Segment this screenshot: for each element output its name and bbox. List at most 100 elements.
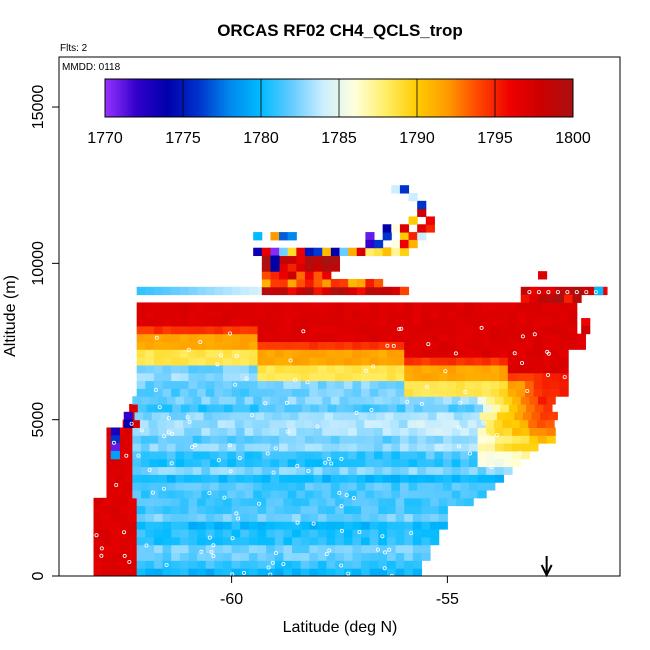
colorbar-segment — [184, 79, 188, 117]
heatmap-cell — [146, 404, 156, 413]
colorbar-tick-label: 1800 — [555, 130, 591, 147]
heatmap-cell — [119, 521, 129, 530]
heatmap-cell — [270, 482, 280, 491]
heatmap-cell — [119, 505, 129, 514]
heatmap-cell — [292, 513, 302, 522]
sample-point — [124, 453, 129, 458]
heatmap-cell — [335, 302, 345, 311]
heatmap-cell — [491, 404, 501, 413]
colorbar-segment — [379, 79, 383, 117]
heatmap-cell — [261, 396, 271, 405]
colorbar-segment — [303, 79, 307, 117]
heatmap-cell — [123, 458, 133, 468]
heatmap-cell — [417, 208, 427, 217]
heatmap-cell — [395, 536, 405, 546]
heatmap-cell — [404, 364, 414, 374]
heatmap-cell — [132, 458, 142, 468]
heatmap-cell — [391, 185, 401, 194]
heatmap-cell — [197, 310, 207, 319]
heatmap-cell — [412, 372, 422, 382]
heatmap-cell — [434, 396, 444, 405]
heatmap-cell — [153, 318, 164, 327]
heatmap-cell — [179, 513, 189, 522]
heatmap-cell — [395, 521, 405, 530]
colorbar-segment — [192, 79, 196, 117]
colorbar-segment — [251, 79, 254, 117]
heatmap-cell — [197, 568, 207, 577]
heatmap-cell — [391, 286, 401, 296]
heatmap-cell — [516, 364, 526, 374]
heatmap-cell — [240, 286, 250, 296]
heatmap-cell — [136, 372, 146, 382]
colorbar-segment — [278, 79, 281, 117]
heatmap-cell — [540, 411, 550, 421]
heatmap-cell — [304, 278, 315, 288]
heatmap-cell — [335, 521, 345, 530]
heatmap-cell — [179, 364, 189, 374]
heatmap-cell — [188, 325, 198, 335]
heatmap-cell — [136, 513, 146, 522]
heatmap-cell — [408, 490, 418, 499]
heatmap-cell — [227, 474, 237, 483]
heatmap-cell — [352, 380, 362, 389]
heatmap-cell — [365, 239, 375, 249]
heatmap-cell — [215, 404, 225, 413]
heatmap-cell — [399, 466, 410, 475]
heatmap-cell — [358, 411, 369, 421]
heatmap-cell — [261, 427, 271, 436]
heatmap-cell — [240, 568, 250, 577]
heatmap-cell — [417, 232, 427, 241]
heatmap-cell — [304, 474, 315, 483]
heatmap-cell — [517, 404, 527, 413]
heatmap-cell — [300, 521, 310, 530]
heatmap-cell — [369, 529, 379, 538]
heatmap-cell — [279, 458, 289, 468]
heatmap-cell — [494, 474, 504, 483]
heatmap-cell — [481, 357, 492, 366]
heatmap-cell — [477, 427, 487, 436]
heatmap-cell — [404, 544, 414, 554]
colorbar-segment — [327, 79, 330, 117]
heatmap-cell — [296, 474, 306, 483]
heatmap-cell — [263, 411, 274, 421]
heatmap-cell — [188, 380, 198, 389]
heatmap-cell — [344, 404, 355, 413]
heatmap-cell — [499, 318, 509, 327]
heatmap-cell — [253, 450, 263, 460]
heatmap-cell — [434, 427, 444, 436]
heatmap-cell — [244, 466, 254, 475]
sample-point — [527, 290, 532, 295]
heatmap-cell — [257, 544, 267, 554]
heatmap-cell — [352, 341, 362, 350]
heatmap-cell — [283, 325, 293, 335]
heatmap-cell — [382, 490, 392, 499]
colorbar-segment — [391, 79, 394, 117]
heatmap-cell — [369, 325, 379, 335]
heatmap-cell — [343, 302, 353, 311]
heatmap-cell — [456, 372, 466, 382]
heatmap-cell — [494, 396, 504, 405]
heatmap-cell — [218, 450, 228, 460]
heatmap-cell — [136, 388, 146, 397]
heatmap-cell — [546, 396, 556, 405]
colorbar-segment — [372, 79, 375, 117]
heatmap-cell — [140, 435, 151, 444]
heatmap-cell — [188, 521, 198, 530]
heatmap-cell — [321, 419, 331, 428]
heatmap-cell — [330, 435, 340, 444]
heatmap-cell — [192, 490, 202, 499]
heatmap-cell — [274, 505, 284, 514]
colorbar-segment — [362, 79, 365, 117]
heatmap-cell — [248, 310, 259, 319]
heatmap-cell — [260, 419, 270, 428]
heatmap-cell — [240, 521, 250, 530]
heatmap-cell — [287, 443, 297, 452]
colorbar-segment — [124, 79, 127, 117]
heatmap-cell — [395, 388, 405, 397]
heatmap-cell — [362, 404, 372, 413]
heatmap-cell — [145, 568, 155, 577]
heatmap-cell — [205, 349, 215, 358]
heatmap-cell — [140, 396, 151, 405]
heatmap-cell — [153, 505, 164, 514]
heatmap-cell — [296, 247, 306, 257]
